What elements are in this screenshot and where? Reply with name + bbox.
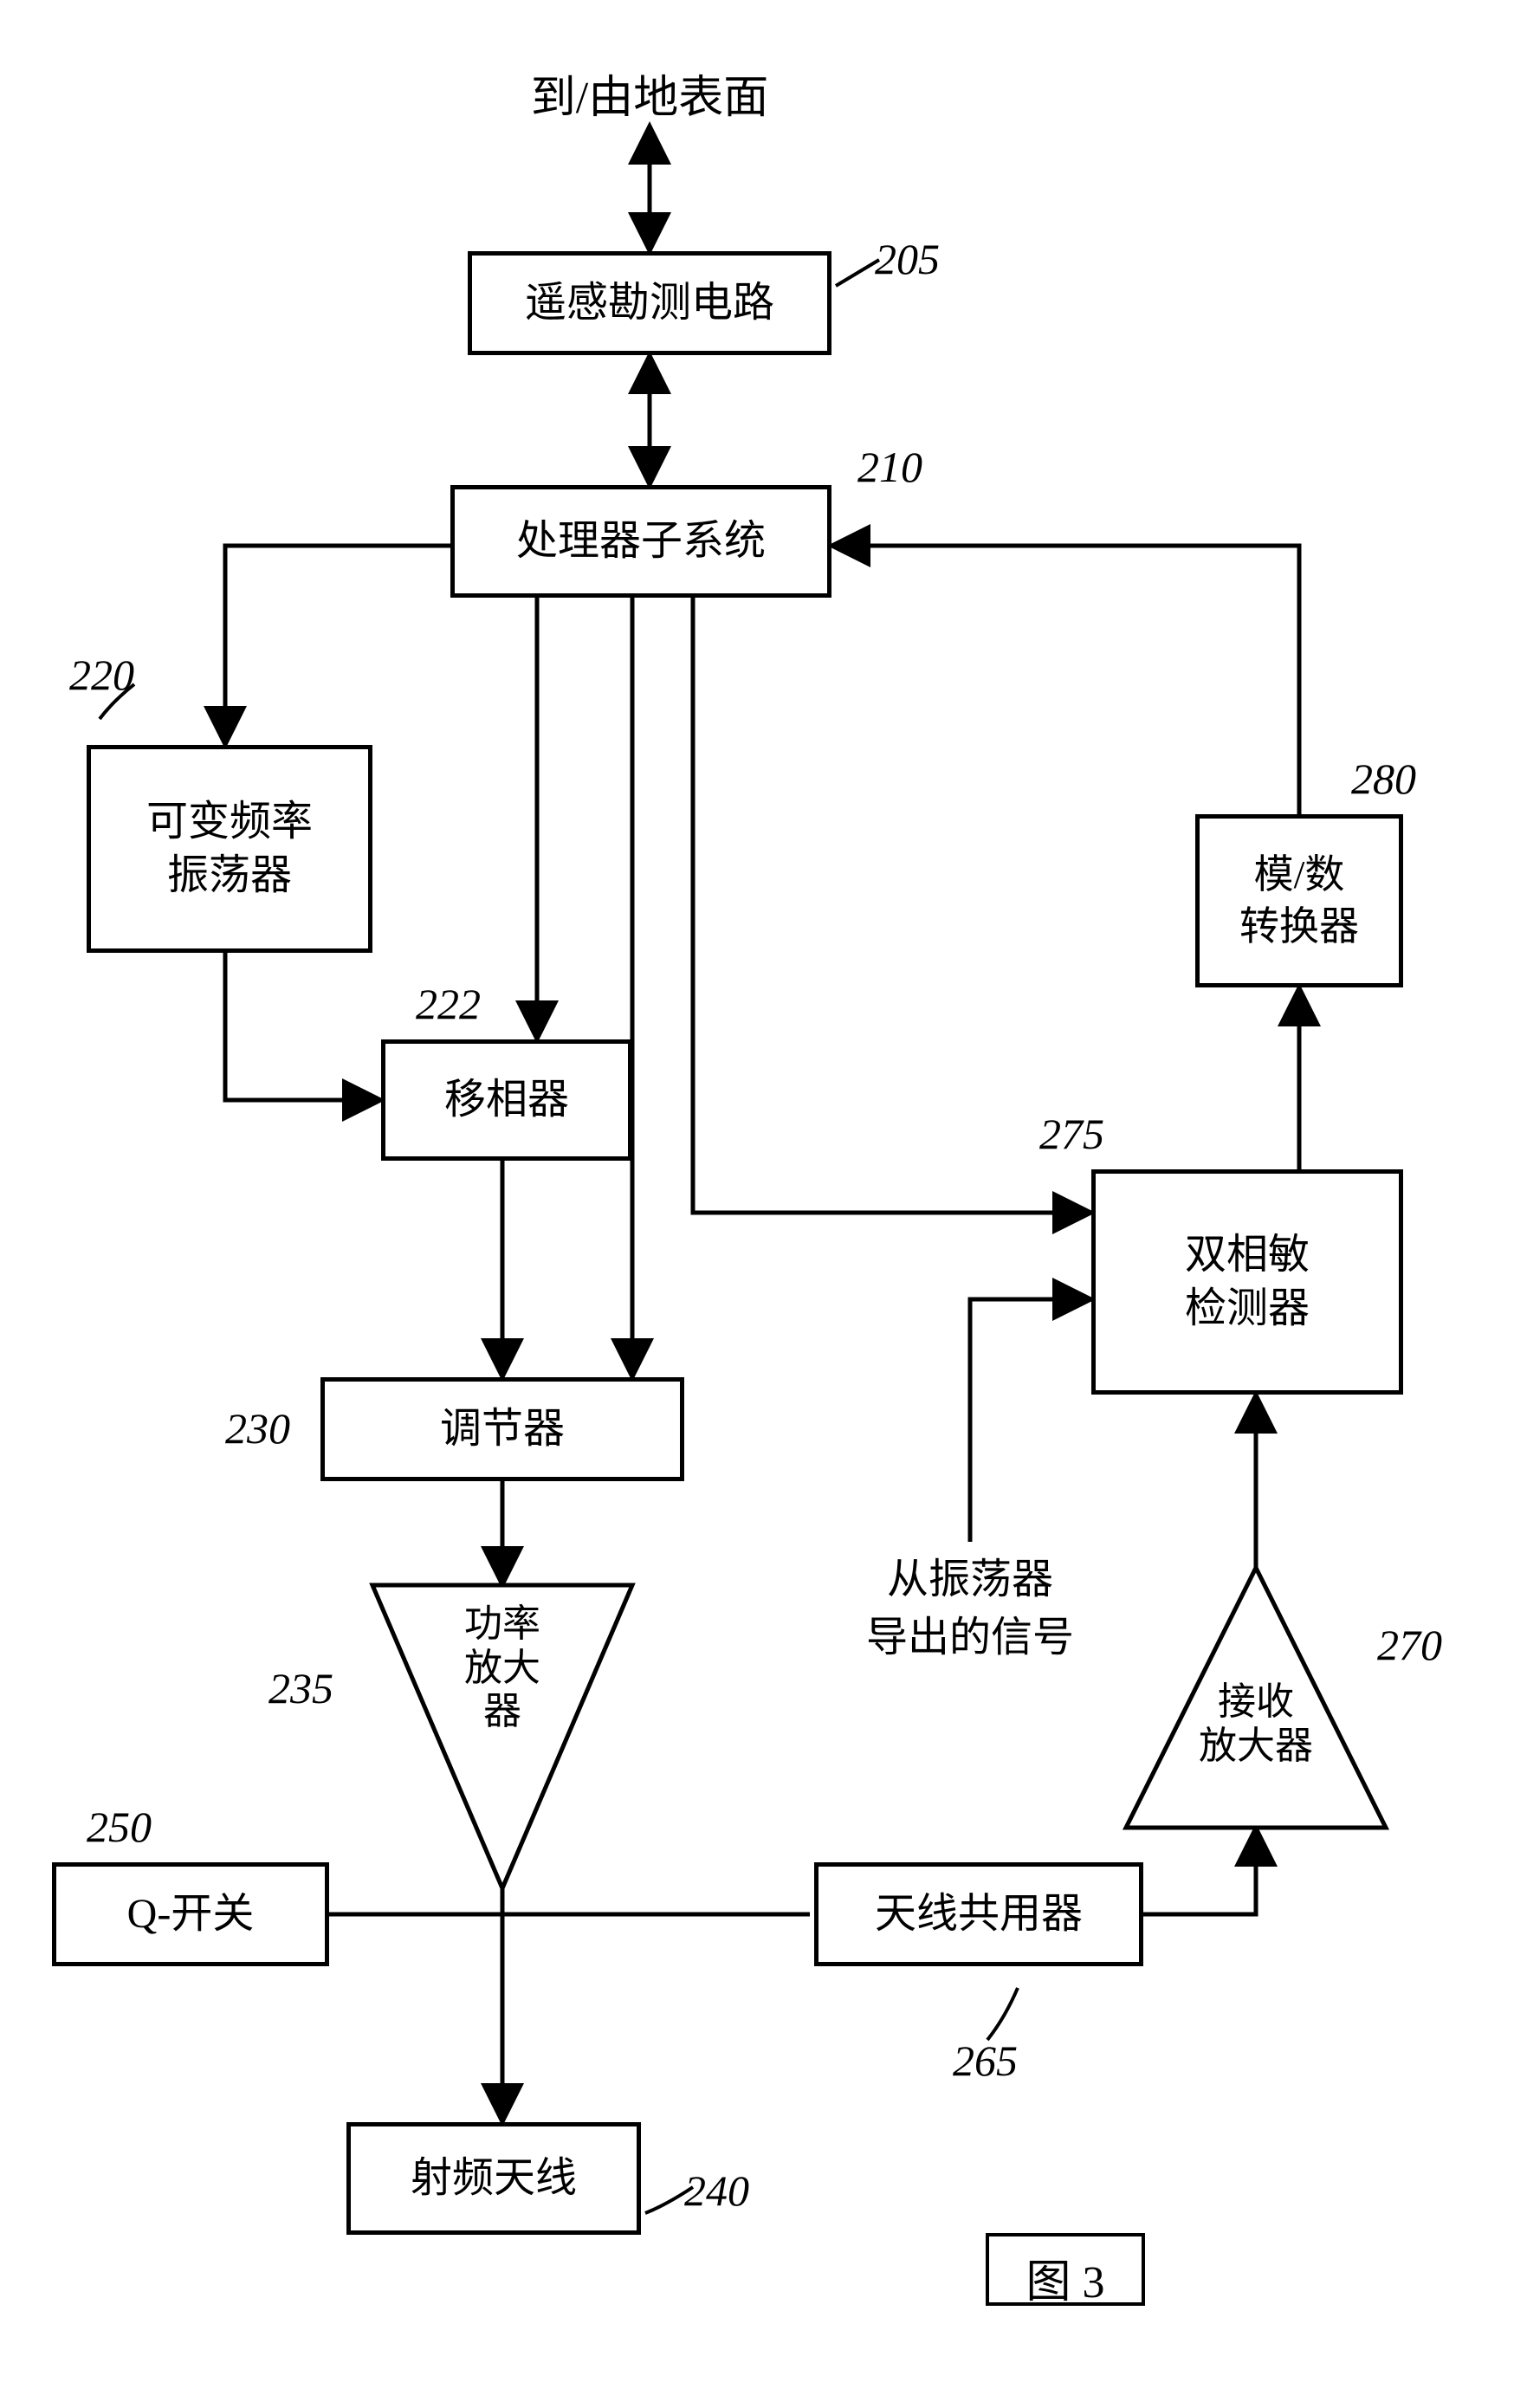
phase-label: 222 [416,979,481,1029]
adc-text-1: 模/数 [1254,849,1345,901]
modulator-text: 调节器 [440,1402,565,1456]
antenna-box: 射频天线 [346,2122,641,2235]
oscillator-note: 从振荡器 导出的信号 [831,1550,1109,1667]
adc-label: 280 [1351,754,1416,804]
pa-label: 235 [269,1663,333,1713]
modulator-box: 调节器 [320,1377,684,1481]
rxamp-label: 270 [1377,1620,1442,1670]
telemetry-text: 遥感勘测电路 [525,276,774,330]
processor-box: 处理器子系统 [450,485,831,598]
vfo-label: 220 [69,650,134,700]
telemetry-box: 遥感勘测电路 [468,251,831,355]
duplexer-box: 天线共用器 [814,1862,1143,1966]
detector-text-1: 双相敏 [1185,1228,1310,1282]
duplexer-text: 天线共用器 [875,1887,1083,1941]
phase-box: 移相器 [381,1039,632,1161]
pa-text: 功率 放大 器 [416,1602,589,1734]
oscillator-note-1: 从振荡器 [887,1557,1053,1602]
rxamp-text-1: 接收 [1218,1680,1294,1723]
adc-box: 模/数 转换器 [1195,814,1403,987]
detector-label: 275 [1039,1109,1104,1159]
pa-text-2: 放大 [464,1647,540,1689]
modulator-label: 230 [225,1403,290,1453]
oscillator-note-2: 导出的信号 [866,1615,1074,1660]
pa-text-1: 功率 [464,1602,540,1645]
figure-label: 图 3 [987,2245,1143,2310]
antenna-text: 射频天线 [411,2152,577,2205]
phase-text: 移相器 [444,1073,569,1127]
qswitch-box: Q-开关 [52,1862,329,1966]
processor-text: 处理器子系统 [516,515,766,568]
rxamp-text-2: 放大器 [1199,1725,1313,1767]
antenna-label: 240 [684,2165,749,2216]
vfo-text-1: 可变频率 [146,795,313,849]
qswitch-text: Q-开关 [127,1887,255,1941]
vfo-box: 可变频率 振荡器 [87,745,372,953]
rxamp-text: 接收 放大器 [1169,1680,1343,1768]
qswitch-label: 250 [87,1802,152,1852]
surface-text: 到/由地表面 [485,61,814,126]
detector-text-2: 检测器 [1185,1282,1310,1336]
vfo-text-2: 振荡器 [167,849,292,903]
processor-label: 210 [857,442,922,492]
duplexer-label: 265 [953,2036,1018,2086]
adc-text-2: 转换器 [1239,901,1359,953]
pa-text-3: 器 [483,1690,521,1732]
telemetry-label: 205 [875,234,940,284]
detector-box: 双相敏 检测器 [1091,1169,1403,1395]
